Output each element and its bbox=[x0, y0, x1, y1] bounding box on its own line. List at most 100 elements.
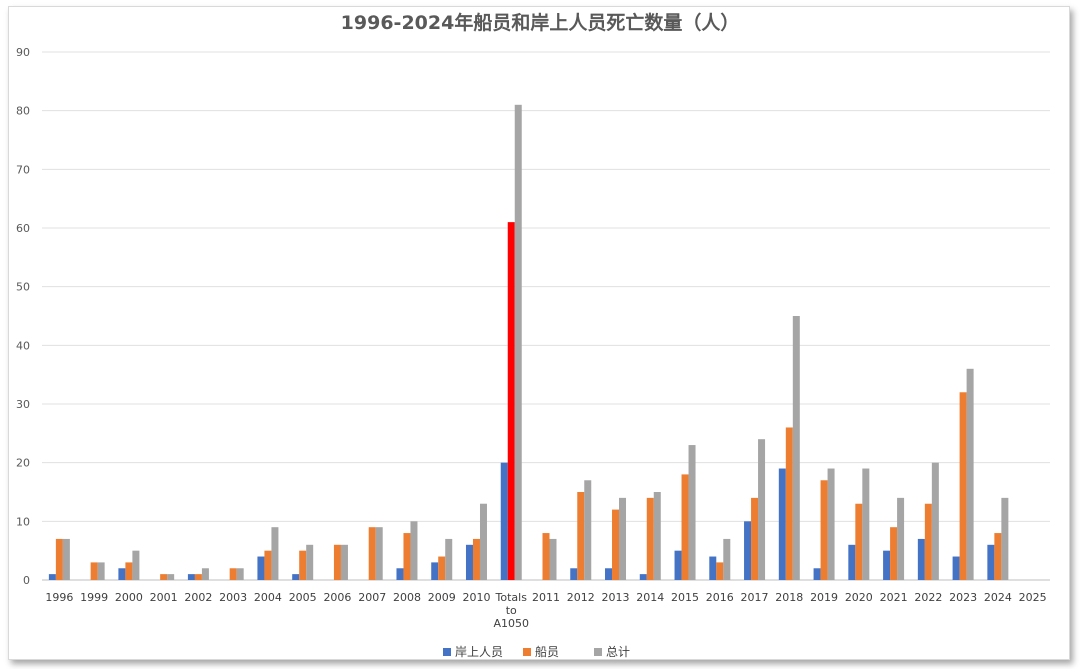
y-axis-labels: 0 10 20 30 40 50 60 70 80 90 bbox=[16, 46, 30, 587]
x-tick-label: 2022 bbox=[914, 591, 942, 604]
x-tick-label: 2011 bbox=[532, 591, 560, 604]
y-tick-label: 20 bbox=[16, 457, 30, 470]
legend-item-crew: 船员 bbox=[523, 643, 559, 660]
legend-label-shore: 岸上人员 bbox=[455, 645, 504, 659]
bar-crew-2023 bbox=[959, 392, 967, 580]
x-tick-label: 2021 bbox=[880, 591, 908, 604]
legend-swatch-total bbox=[594, 647, 602, 656]
x-tick-label: 2007 bbox=[358, 591, 386, 604]
bar-shore-2008 bbox=[396, 568, 404, 580]
bar-total-2009 bbox=[445, 538, 453, 580]
bar-total-2019 bbox=[827, 468, 835, 580]
bar-total-2018 bbox=[792, 316, 800, 580]
x-tick-label: 2024 bbox=[984, 591, 1012, 604]
bar-crew-2004 bbox=[264, 550, 272, 580]
bar-crew-2011 bbox=[542, 533, 550, 580]
bar-crew-2015 bbox=[681, 474, 689, 580]
y-tick-label: 30 bbox=[16, 398, 30, 411]
x-tick-label: 2016 bbox=[706, 591, 734, 604]
bar-shore-2010 bbox=[465, 544, 473, 580]
bar-total-2016 bbox=[723, 538, 731, 580]
bar-total-1996 bbox=[62, 538, 70, 580]
bar-shore-2014 bbox=[639, 574, 647, 580]
bar-crew-2022 bbox=[924, 503, 932, 580]
bar-crew-2000 bbox=[125, 562, 133, 580]
x-tick-label: 2004 bbox=[254, 591, 282, 604]
x-axis-labels: 1996 1999 2000 2001 2002 2003 2004 2005 2006 2007… bbox=[45, 591, 1046, 630]
bar-shore-2000 bbox=[118, 568, 126, 580]
bar-total-2013 bbox=[619, 497, 627, 580]
bar-total-2023 bbox=[966, 368, 974, 580]
legend-swatch-shore bbox=[443, 647, 451, 656]
bar-shore-1996 bbox=[48, 574, 56, 580]
bar-crew-2005 bbox=[299, 550, 307, 580]
y-tick-label: 0 bbox=[23, 574, 30, 587]
bar-shore-2023 bbox=[952, 556, 960, 580]
x-tick-label: 2000 bbox=[115, 591, 143, 604]
x-tick-label: 2010 bbox=[462, 591, 490, 604]
bar-shore-2017 bbox=[744, 521, 752, 580]
x-tick-label: 2006 bbox=[323, 591, 351, 604]
bar-crew-1999 bbox=[90, 562, 98, 580]
y-tick-label: 50 bbox=[16, 281, 30, 294]
bars bbox=[48, 104, 1009, 581]
bar-crew-2017 bbox=[751, 497, 759, 580]
bar-shore-2022 bbox=[917, 538, 925, 580]
x-tick-label: 2018 bbox=[775, 591, 803, 604]
bar-total-2022 bbox=[931, 462, 939, 580]
bar-crew-2007 bbox=[368, 527, 376, 580]
bar-total-2004 bbox=[271, 527, 279, 580]
bar-crew-2012 bbox=[577, 492, 585, 580]
bar-total-2024 bbox=[1001, 497, 1009, 580]
x-tick-label: 2003 bbox=[219, 591, 247, 604]
x-tick-label: 2020 bbox=[845, 591, 873, 604]
bar-total-Totals-to-A1050 bbox=[514, 104, 522, 581]
bar-crew-2024 bbox=[994, 533, 1002, 580]
bar-crew-1996 bbox=[55, 538, 63, 580]
y-tick-label: 80 bbox=[16, 105, 30, 118]
bar-crew-Totals-to-A1050 bbox=[507, 222, 515, 580]
x-tick-label: 2005 bbox=[289, 591, 317, 604]
bar-total-2007 bbox=[375, 527, 383, 580]
bar-total-2008 bbox=[410, 521, 418, 580]
x-tick-label: 2012 bbox=[567, 591, 595, 604]
legend-item-shore: 岸上人员 bbox=[443, 643, 503, 660]
bar-shore-2021 bbox=[883, 550, 891, 580]
bar-total-2015 bbox=[688, 445, 696, 580]
y-tick-label: 90 bbox=[16, 46, 30, 59]
bar-shore-2020 bbox=[848, 544, 856, 580]
x-tick-label: 2014 bbox=[636, 591, 664, 604]
y-tick-label: 40 bbox=[16, 339, 30, 352]
legend-swatch-crew bbox=[523, 647, 531, 656]
bar-crew-2010 bbox=[472, 538, 480, 580]
bar-shore-2009 bbox=[431, 562, 439, 580]
bar-crew-2002 bbox=[194, 574, 202, 580]
x-tick-label: 1999 bbox=[80, 591, 108, 604]
bar-total-2003 bbox=[236, 568, 244, 580]
bar-crew-2016 bbox=[716, 562, 724, 580]
bar-total-2021 bbox=[897, 497, 905, 580]
bar-shore-2016 bbox=[709, 556, 717, 580]
bar-total-2012 bbox=[584, 480, 592, 580]
bar-total-2011 bbox=[549, 538, 557, 580]
x-tick-label: 2025 bbox=[1019, 591, 1047, 604]
y-tick-label: 10 bbox=[16, 515, 30, 528]
bar-shore-2019 bbox=[813, 568, 821, 580]
bar-crew-2019 bbox=[820, 480, 828, 580]
bar-total-2000 bbox=[132, 550, 140, 580]
bar-crew-2008 bbox=[403, 533, 411, 580]
bar-crew-2013 bbox=[612, 509, 620, 580]
bar-shore-2013 bbox=[605, 568, 613, 580]
bar-shore-2004 bbox=[257, 556, 265, 580]
legend-label-crew: 船员 bbox=[535, 645, 560, 659]
x-tick-label: 2023 bbox=[949, 591, 977, 604]
bar-total-2002 bbox=[201, 568, 209, 580]
bar-total-2010 bbox=[479, 503, 487, 580]
bar-shore-2012 bbox=[570, 568, 578, 580]
bar-crew-2001 bbox=[160, 574, 168, 580]
bar-crew-2006 bbox=[333, 544, 341, 580]
y-tick-label: 60 bbox=[16, 222, 30, 235]
bar-shore-2024 bbox=[987, 544, 995, 580]
bar-crew-2020 bbox=[855, 503, 863, 580]
